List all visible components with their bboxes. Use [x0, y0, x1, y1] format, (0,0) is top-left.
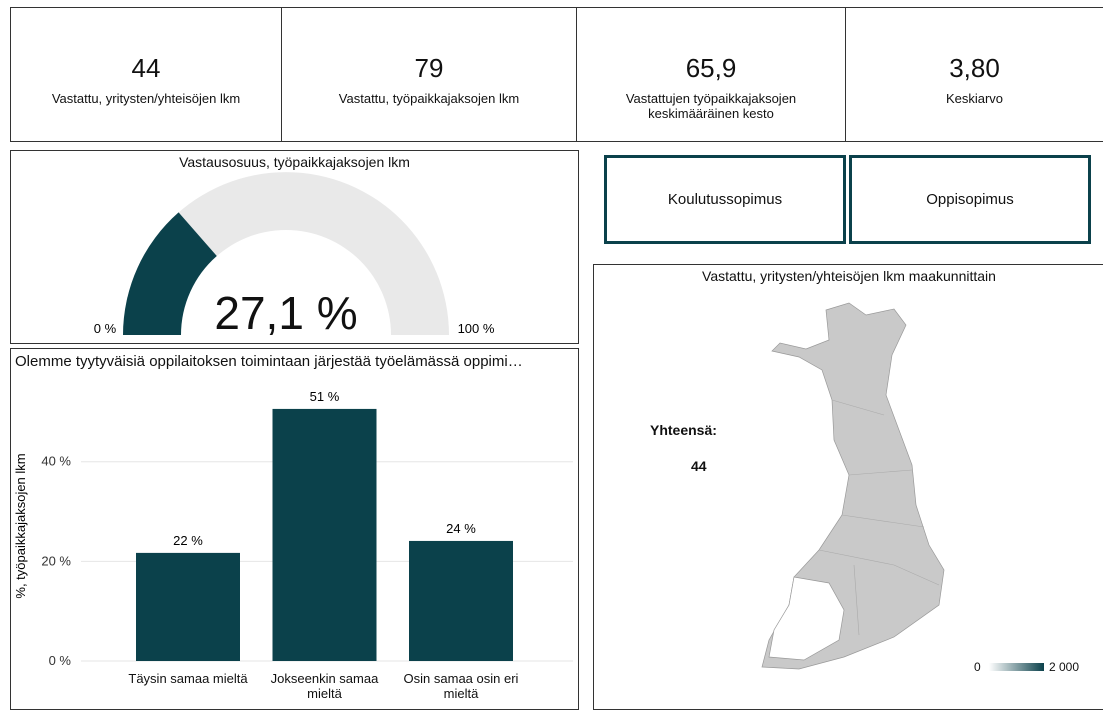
map-region	[761, 302, 945, 670]
gauge-track	[123, 172, 449, 335]
map-title: Vastattu, yritysten/yhteisöjen lkm maaku…	[702, 268, 996, 284]
gauge-fill	[123, 212, 217, 335]
bar	[272, 408, 377, 661]
value-label: 24 %	[446, 521, 476, 536]
bar	[409, 540, 513, 661]
kpi-card: 3,80 Keskiarvo	[845, 7, 1103, 142]
kpi-value: 44	[131, 53, 161, 83]
map-total: 44	[691, 458, 707, 474]
map	[761, 302, 1044, 671]
y-tick-label: 40 %	[41, 454, 71, 469]
map-total-label: Yhteensä:	[650, 422, 717, 438]
bar	[136, 552, 240, 661]
kpi-label: Vastattu, työpaikkajaksojen lkm	[338, 91, 520, 106]
gauge-max-label: 100 %	[458, 321, 495, 336]
gauge-min-label: 0 %	[94, 321, 117, 336]
x-tick-label: Osin samaa osin eri mieltä	[403, 671, 519, 701]
kpi-value: 79	[414, 53, 444, 83]
gauge-panel: Vastausosuus, työpaikkajaksojen lkm 27,1…	[10, 150, 579, 344]
gauge: 27,1 % 0 % 100 %	[94, 172, 495, 339]
kpi-label: Vastattujen työpaikkajaksojen keskimäärä…	[625, 91, 797, 121]
bar-panel: Olemme tyytyväisiä oppilaitoksen toimint…	[10, 348, 579, 710]
filter-button[interactable]: Oppisopimus	[849, 155, 1091, 244]
x-tick-label: Jokseenkin samaa mieltä	[270, 671, 379, 701]
gauge-value-label: 27,1 %	[214, 287, 357, 339]
chart-title: Olemme tyytyväisiä oppilaitoksen toimint…	[15, 353, 523, 370]
y-tick-label: 20 %	[41, 553, 71, 568]
value-label: 51 %	[310, 389, 340, 404]
legend-min: 0	[974, 660, 981, 674]
map-panel: Vastattu, yritysten/yhteisöjen lkm maaku…	[593, 264, 1103, 710]
kpi-card: 44 Vastattu, yritysten/yhteisöjen lkm	[10, 7, 282, 142]
y-tick-label: 0 %	[49, 653, 72, 668]
map-region	[768, 576, 845, 661]
legend-max: 2 000	[1049, 660, 1080, 674]
map-border	[818, 399, 940, 636]
value-label: 22 %	[173, 533, 203, 548]
bar-chart: %, työpaikkajaksojen lkm 0 % 20 % 40 % 22 %…	[13, 389, 573, 668]
kpi-card: 65,9 Vastattujen työpaikkajaksojen keski…	[576, 7, 846, 142]
x-tick-label: Täysin samaa mieltä	[128, 671, 248, 686]
y-axis-label: %, työpaikkajaksojen lkm	[13, 453, 28, 598]
gauge-title: Vastausosuus, työpaikkajaksojen lkm	[179, 154, 410, 170]
kpi-label: Keskiarvo	[945, 91, 1004, 106]
legend-gradient	[989, 663, 1044, 671]
kpi-label: Vastattu, yritysten/yhteisöjen lkm	[51, 91, 241, 106]
kpi-value: 3,80	[949, 53, 1000, 83]
filter-button[interactable]: Koulutussopimus	[604, 155, 846, 244]
kpi-value: 65,9	[685, 53, 737, 83]
kpi-card: 79 Vastattu, työpaikkajaksojen lkm	[281, 7, 577, 142]
